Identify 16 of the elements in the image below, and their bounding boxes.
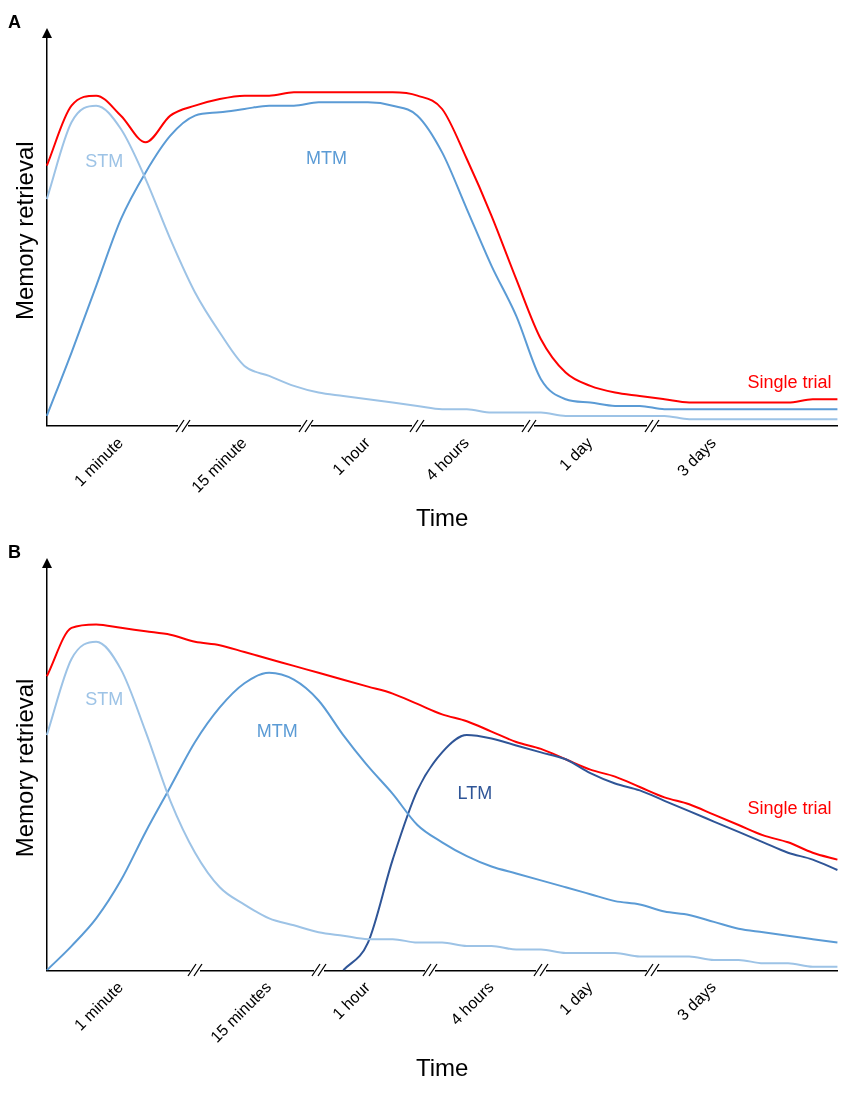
series-label: STM bbox=[85, 689, 124, 710]
series-label: Single trial bbox=[747, 797, 832, 818]
series-label: LTM bbox=[457, 782, 493, 803]
x-tick-label: 3 days bbox=[673, 433, 720, 480]
x-axis-title: Time bbox=[415, 1054, 469, 1082]
x-axis-title: Time bbox=[415, 504, 469, 532]
series-label: STM bbox=[85, 151, 124, 172]
chart-title: B bbox=[8, 541, 21, 562]
y-axis-title: Memory retrieval bbox=[11, 678, 39, 858]
x-tick-label: 1 day bbox=[555, 433, 596, 474]
y-axis-title: Memory retrieval bbox=[11, 141, 39, 321]
chart-title: A bbox=[8, 11, 21, 32]
series-label: MTM bbox=[256, 720, 298, 741]
x-tick-label: 1 day bbox=[555, 978, 596, 1018]
series-label: Single trial bbox=[747, 372, 832, 393]
text: MTM bbox=[306, 148, 348, 169]
